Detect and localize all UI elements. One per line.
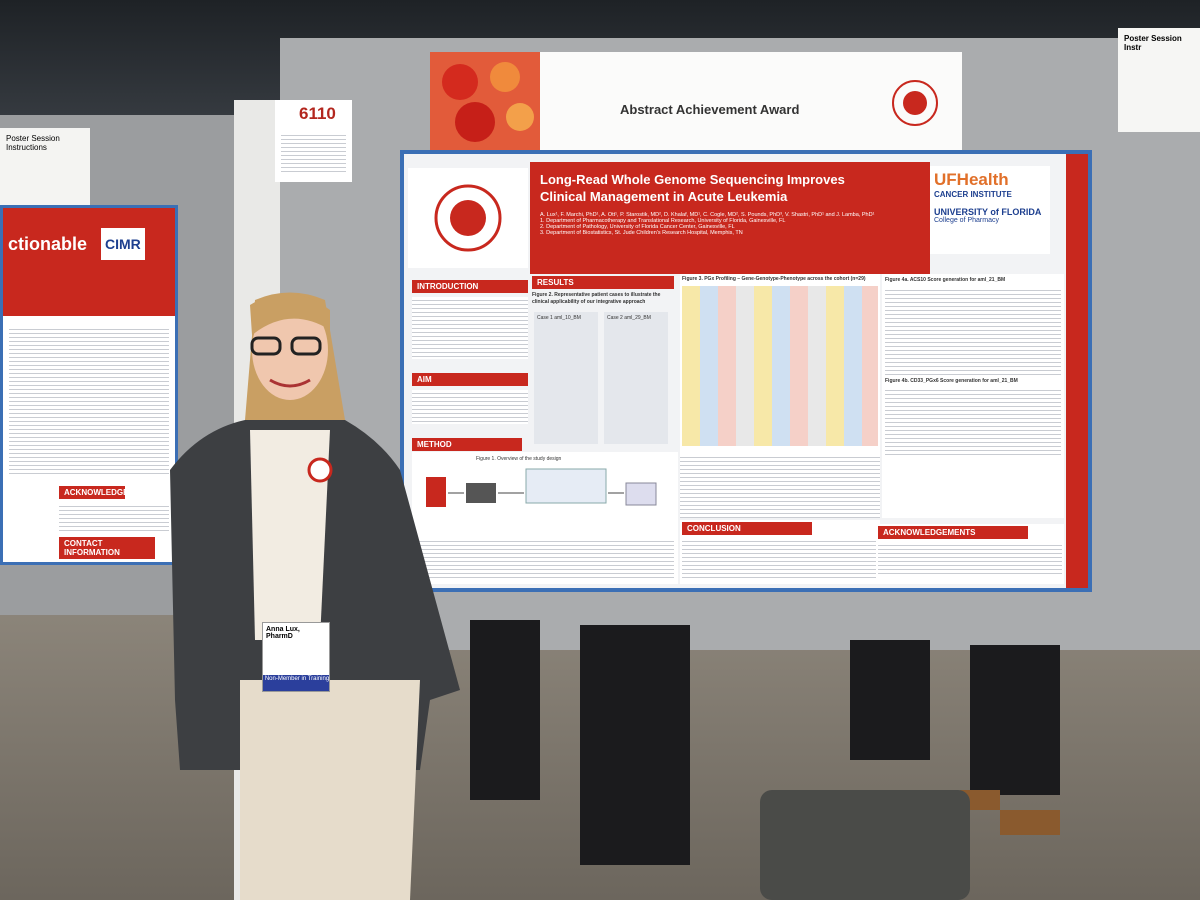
left-poster: ctionable CIMR ACKNOWLEDGEMENTS CONTACT … [0,205,178,565]
logo-text: CANCER INSTITUTE [934,190,1012,199]
ack-box: ACKNOWLEDGEMENTS [876,524,1064,584]
figure-title: Figure 4a. ACS10 Score generation for am… [885,277,1006,283]
study-diagram [426,468,657,507]
case-box: Case 2 aml_29_BM [604,312,668,444]
main-poster: Long-Read Whole Genome Sequencing Improv… [400,150,1092,592]
method-text [416,537,674,578]
section-heading: AIM [412,373,528,386]
left-content [9,326,169,476]
poster-header: Long-Read Whole Genome Sequencing Improv… [530,162,930,274]
section-heading: CONCLUSION [682,522,812,535]
poster-title: Long-Read Whole Genome Sequencing Improv… [540,172,845,204]
board-number-sign: 6110 [275,100,352,182]
affiliation: 1. Department of Pharmacotherapy and Tra… [540,217,786,224]
section-heading: RESULTS [532,276,674,289]
affiliation: 3. Department of Biostatistics, St. Jude… [540,229,743,236]
affiliation: 2. Department of Pathology, University o… [540,223,735,230]
ack-text [878,542,1062,576]
method-box: Figure 1. Overview of the study design [412,452,678,584]
right-sign: Poster Session Instr [1118,28,1200,132]
figure-title: Figure 2. Representative patient cases t… [532,292,661,305]
section-heading: METHOD [412,438,522,451]
board-number: 6110 [299,104,336,123]
logo-text: UFHealth [934,170,1009,189]
results-text [680,454,880,518]
logo-text: UNIVERSITY of FLORIDA [934,207,1042,217]
results-cases: RESULTS Figure 2. Representative patient… [532,276,674,448]
section-text [412,297,528,359]
sign-text: Poster Session Instructions [6,134,60,152]
section-heading: INTRODUCTION [412,280,528,293]
score-table [885,286,1061,375]
left-title: ctionable [3,208,175,316]
banner-text: Abstract Achievement Award [620,102,800,117]
pgx-table [682,285,878,446]
left-sign: Poster Session Instructions [0,128,90,208]
background-people [470,620,1060,900]
left-content [59,503,169,533]
award-banner: Abstract Achievement Award [430,52,962,150]
score-figures: Figure 4a. ACS10 Score generation for am… [882,274,1064,518]
left-column: INTRODUCTION AIM METHOD [412,280,528,560]
left-logo: CIMR [101,228,145,260]
left-heading: CONTACT INFORMATION [59,537,155,559]
left-heading: ACKNOWLEDGEMENTS [59,486,156,499]
section-text [412,390,528,424]
poster-ash-logo [408,168,528,268]
badge-name: Anna Lux, PharmD [266,626,300,640]
figure-title: Figure 3. PGx Profiling – Gene-Genotype-… [682,276,866,282]
conclusion-box: CONCLUSION [680,520,880,584]
uf-logo: UFHealth CANCER INSTITUTE UNIVERSITY of … [930,166,1050,254]
badge-ribbon: Non-Member in Training [263,675,329,691]
conclusion-text [682,538,878,578]
case-box: Case 1 aml_10_BM [534,312,598,444]
pgx-figure: Figure 3. PGx Profiling – Gene-Genotype-… [680,274,880,454]
poster-side-strip [1066,154,1088,588]
logo-text: College of Pharmacy [934,217,999,224]
name-badge: Anna Lux, PharmD Non-Member in Training [262,622,330,692]
section-heading: ACKNOWLEDGEMENTS [878,526,1028,539]
poster-authors: A. Lux¹, F. Marchi, PhD¹, A. Ott¹, P. St… [540,211,875,218]
sign-text: Poster Session Instr [1124,34,1182,52]
banner-graphic [430,52,540,150]
figure-title: Figure 4b. CD33_PGx6 Score generation fo… [885,377,1018,384]
ash-logo [892,80,938,126]
presenter [170,292,460,900]
sign-lines [281,132,346,172]
figure-title: Figure 1. Overview of the study design [476,456,562,462]
score-table [885,387,1061,457]
